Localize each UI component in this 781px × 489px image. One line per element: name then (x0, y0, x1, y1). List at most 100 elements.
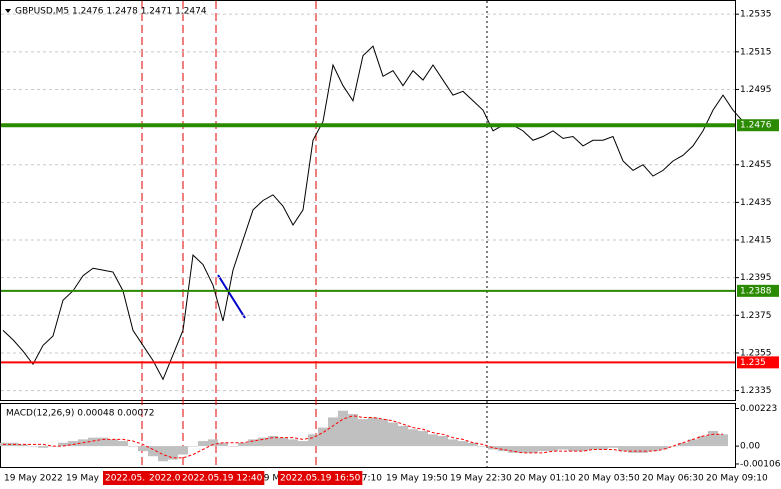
time-label: 19 May 2022 (4, 474, 63, 484)
macd-bar (698, 435, 708, 447)
time-label-highlighted: 2022.05. (105, 474, 145, 484)
macd-bar (328, 417, 338, 447)
macd-bar (478, 446, 488, 447)
time-label: 20 May 03:50 (578, 474, 640, 484)
macd-bar (518, 446, 528, 453)
macd-bar (438, 435, 448, 447)
macd-bar (428, 434, 438, 447)
macd-bar (228, 446, 238, 447)
time-label-highlighted: 2022.05.19 16:50 (280, 474, 361, 484)
macd-bar (138, 446, 148, 452)
macd-bar (258, 437, 268, 447)
macd-bar (128, 446, 138, 447)
macd-bar (238, 442, 248, 447)
macd-bar (678, 442, 688, 447)
macd-bar (188, 446, 198, 447)
y-tick-label: 1.2415 (740, 236, 772, 246)
macd-bar (358, 419, 368, 447)
macd-bar (658, 446, 668, 450)
time-label-box (278, 471, 363, 485)
macd-bar (638, 446, 648, 453)
macd-bar (528, 446, 538, 453)
macd-bar (718, 434, 728, 447)
time-label: 19 May (66, 474, 100, 484)
macd-bar (568, 446, 578, 452)
macd-bar (578, 446, 588, 452)
time-label: 19 M (258, 474, 280, 484)
macd-bar (278, 437, 288, 447)
macd-bar (498, 446, 508, 452)
y-tick-label: 1.2335 (740, 386, 772, 396)
y-tick-label: 1.2495 (740, 85, 772, 95)
y-tick-label: 1.2455 (740, 160, 772, 170)
macd-bar (338, 410, 348, 447)
title-arrow (5, 9, 11, 13)
time-label-box (103, 471, 148, 485)
macd-bar (628, 446, 638, 453)
time-label: 20 May 01:10 (514, 474, 576, 484)
macd-bar (218, 442, 228, 447)
macd-bar (348, 414, 358, 447)
time-label-highlighted: 2022.0 (149, 474, 181, 484)
macd-bar (368, 417, 378, 447)
time-label: 17:10 (356, 474, 382, 484)
macd-bar (458, 441, 468, 447)
time-label: 20 May 06:30 (642, 474, 704, 484)
macd-bar (208, 439, 218, 447)
macd-bar (398, 425, 408, 447)
macd-bar (468, 442, 478, 447)
macd-bar (158, 446, 168, 462)
macd-bar (418, 430, 428, 447)
macd-bar (608, 446, 618, 448)
macd-bar (118, 441, 128, 447)
chart-title: GBPUSD,M5 1.2476 1.2478 1.2471 1.2474 (15, 7, 207, 17)
macd-bar (298, 441, 308, 447)
macd-bar (708, 430, 718, 447)
level-label: 1.2388 (740, 286, 772, 296)
macd-bar (148, 446, 158, 457)
macd-bar (108, 439, 118, 447)
macd-bar (28, 446, 38, 447)
time-label: 19 May 22:30 (450, 474, 512, 484)
macd-bar (548, 446, 558, 452)
macd-bar (688, 439, 698, 447)
time-label: 19 May 19:50 (386, 474, 448, 484)
y-tick-label: 1.2515 (740, 47, 772, 57)
time-label: 20 May 09:10 (706, 474, 768, 484)
macd-bar (98, 437, 108, 447)
macd-bar (68, 441, 78, 447)
macd-bar (268, 435, 278, 447)
time-label-box (180, 471, 265, 485)
macd-bar (378, 419, 388, 447)
macd-bar (388, 422, 398, 447)
macd-bar (408, 429, 418, 447)
macd-bar (668, 446, 678, 447)
macd-bar (318, 427, 328, 447)
macd-bar (288, 439, 298, 447)
macd-bar (618, 446, 628, 452)
level-label-box (737, 119, 779, 132)
macd-bar (488, 446, 498, 450)
macd-bar (598, 446, 608, 450)
y-tick-label: 1.2395 (740, 273, 772, 283)
macd-bar (88, 437, 98, 447)
level-label-box (737, 356, 779, 369)
price-panel (0, 0, 736, 401)
y-tick-label: 0.00 (740, 442, 760, 452)
signal-line (3, 415, 723, 459)
level-label-box (737, 284, 779, 297)
macd-bar (448, 439, 458, 447)
macd-bar (538, 446, 548, 452)
y-tick-label: 0.00223 (740, 404, 777, 414)
y-tick-label: 1.2355 (740, 348, 772, 358)
y-tick-label: 1.2375 (740, 311, 772, 321)
macd-bar (558, 446, 568, 450)
macd-bar (38, 446, 48, 448)
level-label: 1.235 (740, 358, 766, 368)
time-label-box (147, 471, 183, 485)
y-tick-label: 1.2435 (740, 198, 772, 208)
macd-bar (18, 444, 28, 447)
macd-bar (308, 434, 318, 447)
level-label: 1.2476 (740, 121, 772, 131)
